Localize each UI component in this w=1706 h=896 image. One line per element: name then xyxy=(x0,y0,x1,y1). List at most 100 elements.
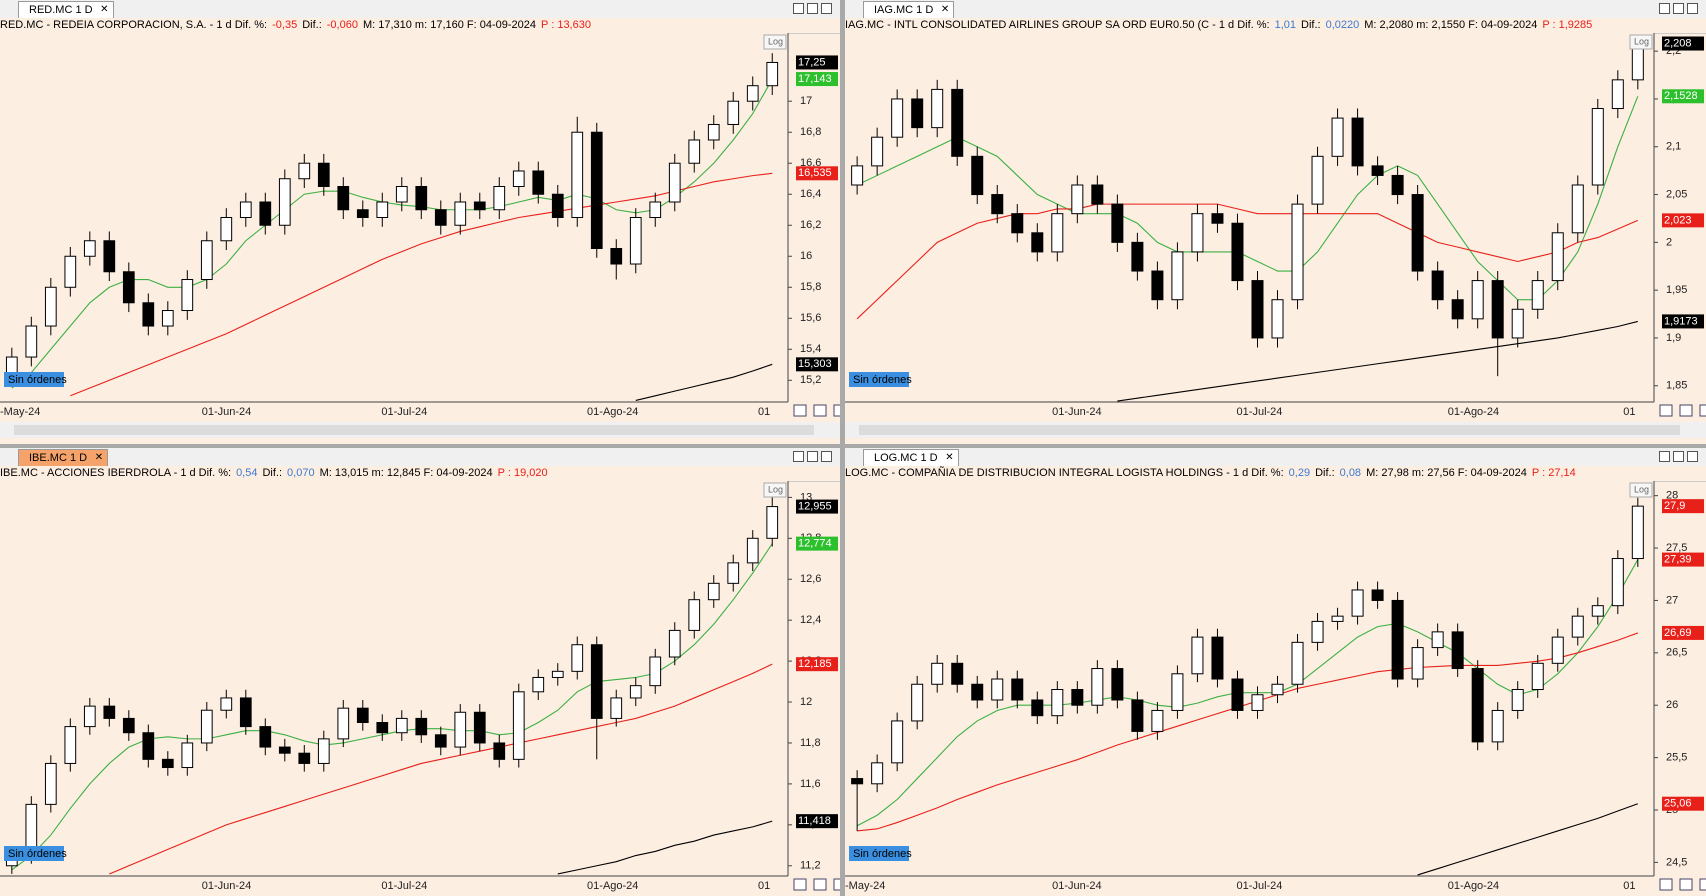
log-button[interactable] xyxy=(763,34,787,50)
candle-body xyxy=(551,193,564,218)
price-label: 27,9 xyxy=(1664,500,1685,512)
toolbar-icon[interactable] xyxy=(813,878,827,891)
tab-close[interactable]: ✕ xyxy=(100,4,109,15)
candle-body xyxy=(1491,280,1504,339)
candle-body xyxy=(891,98,904,138)
window-button[interactable] xyxy=(821,3,832,14)
candle-body xyxy=(1151,709,1164,732)
candle-body xyxy=(1271,299,1284,339)
window-button[interactable] xyxy=(1673,3,1684,14)
moving-average xyxy=(11,543,773,871)
window-button[interactable] xyxy=(1687,451,1698,462)
info-line: LOG.MC - COMPAÑIA DE DISTRIBUCION INTEGR… xyxy=(845,466,1706,482)
candle-body xyxy=(891,720,904,764)
window-button[interactable] xyxy=(1673,451,1684,462)
info-text: RED.MC - REDEIA CORPORACION, S.A. - 1 d … xyxy=(0,19,268,31)
price-label: 12,185 xyxy=(798,658,832,670)
toolbar-icon[interactable] xyxy=(1659,878,1673,891)
candle-body xyxy=(1411,647,1424,680)
moving-average xyxy=(856,559,1639,827)
toolbar-icon[interactable] xyxy=(833,404,840,417)
log-button[interactable] xyxy=(1629,34,1653,50)
window-button[interactable] xyxy=(807,451,818,462)
candle-body xyxy=(356,707,369,724)
moving-average xyxy=(1417,803,1639,876)
candle-body xyxy=(911,683,924,722)
candle-body xyxy=(1031,699,1044,717)
toolbar-icon[interactable] xyxy=(793,404,807,417)
window-button[interactable] xyxy=(793,3,804,14)
candle-body xyxy=(1571,184,1584,234)
candle-body xyxy=(1231,222,1244,282)
candle-body xyxy=(991,678,1004,701)
price-label-box xyxy=(796,357,838,372)
price-label-box xyxy=(1662,796,1704,811)
candle-body xyxy=(337,707,350,740)
tab-close[interactable]: ✕ xyxy=(94,452,104,463)
chart-tab[interactable]: IAG.MC 1 D ✕ xyxy=(863,1,955,18)
price-label: 16,535 xyxy=(798,167,832,179)
tab-close[interactable]: ✕ xyxy=(945,452,954,463)
toolbar-icon[interactable] xyxy=(793,878,807,891)
plot-area xyxy=(0,33,788,402)
info-text: LOG.MC - COMPAÑIA DE DISTRIBUCION INTEGR… xyxy=(845,467,1284,479)
price-label-box xyxy=(1662,213,1704,228)
info-text: P : 27,14 xyxy=(1531,467,1576,479)
price-label-box xyxy=(1662,625,1704,640)
toolbar-icon[interactable] xyxy=(833,878,840,891)
chart-panel: IAG.MC 1 D ✕ IAG.MC - INTL CONSOLIDATED AI… xyxy=(845,0,1706,444)
info-text: 0,08 xyxy=(1339,467,1362,479)
chart-tab[interactable]: RED.MC 1 D ✕ xyxy=(18,1,114,18)
y-tick-label: 1,85 xyxy=(1666,380,1687,392)
moving-average xyxy=(11,78,773,389)
chart-tab[interactable]: LOG.MC 1 D ✕ xyxy=(863,449,959,466)
moving-average xyxy=(109,663,773,875)
candle-body xyxy=(434,734,447,748)
candle-body xyxy=(1591,605,1604,617)
candle-body xyxy=(1531,280,1544,310)
window-button[interactable] xyxy=(793,451,804,462)
toolbar-icon[interactable] xyxy=(813,404,827,417)
candle-body xyxy=(1391,599,1404,680)
candle-body xyxy=(278,178,291,226)
candle-body xyxy=(649,656,662,687)
x-tick-label: 01-Jul-24 xyxy=(1237,406,1283,418)
info-line: RED.MC - REDEIA CORPORACION, S.A. - 1 d … xyxy=(0,18,840,34)
info-text: Dif.: xyxy=(302,19,322,31)
chart-panel: LOG.MC 1 D ✕ LOG.MC - COMPAÑIA DE DISTRIBU… xyxy=(845,448,1706,896)
toolbar-icon[interactable] xyxy=(1679,878,1693,891)
candle-body xyxy=(83,240,96,257)
log-button[interactable] xyxy=(763,482,787,498)
window-button[interactable] xyxy=(807,3,818,14)
orders-status-box xyxy=(4,372,64,387)
chart-tab[interactable]: IBE.MC 1 D ✕ xyxy=(18,449,109,466)
candle-body xyxy=(278,746,291,754)
log-button[interactable] xyxy=(1629,482,1653,498)
candle-body xyxy=(337,185,350,211)
price-label: 2,023 xyxy=(1664,214,1692,226)
price-label-box xyxy=(796,657,838,672)
info-text: M: 2,2080 m: 2,1550 F: 04-09-2024 xyxy=(1364,19,1538,31)
window-button[interactable] xyxy=(821,451,832,462)
scrollbar-thumb[interactable] xyxy=(859,425,1680,435)
candle-body xyxy=(161,758,174,769)
scrollbar-thumb[interactable] xyxy=(14,425,814,435)
candle-body xyxy=(571,131,584,218)
candle-body xyxy=(1111,668,1124,701)
toolbar-icon[interactable] xyxy=(1699,878,1706,891)
toolbar-icon[interactable] xyxy=(1699,404,1706,417)
window-button[interactable] xyxy=(1659,451,1670,462)
tab-label: IAG.MC 1 D xyxy=(874,4,934,16)
candle-body xyxy=(317,738,330,764)
candle-body xyxy=(142,732,155,760)
window-button[interactable] xyxy=(1659,3,1670,14)
window-button[interactable] xyxy=(1687,3,1698,14)
candle-body xyxy=(1271,683,1284,696)
toolbar-icon[interactable] xyxy=(1679,404,1693,417)
candle-body xyxy=(122,717,135,734)
orders-status: Sin órdenes xyxy=(853,374,912,386)
candle-body xyxy=(1291,641,1304,685)
tab-close[interactable]: ✕ xyxy=(940,4,950,15)
toolbar-icon[interactable] xyxy=(1659,404,1673,417)
candle-body xyxy=(376,201,389,219)
